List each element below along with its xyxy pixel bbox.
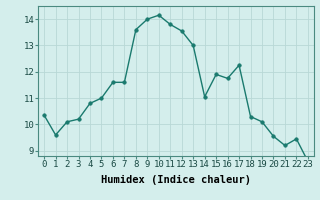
X-axis label: Humidex (Indice chaleur): Humidex (Indice chaleur): [101, 175, 251, 185]
